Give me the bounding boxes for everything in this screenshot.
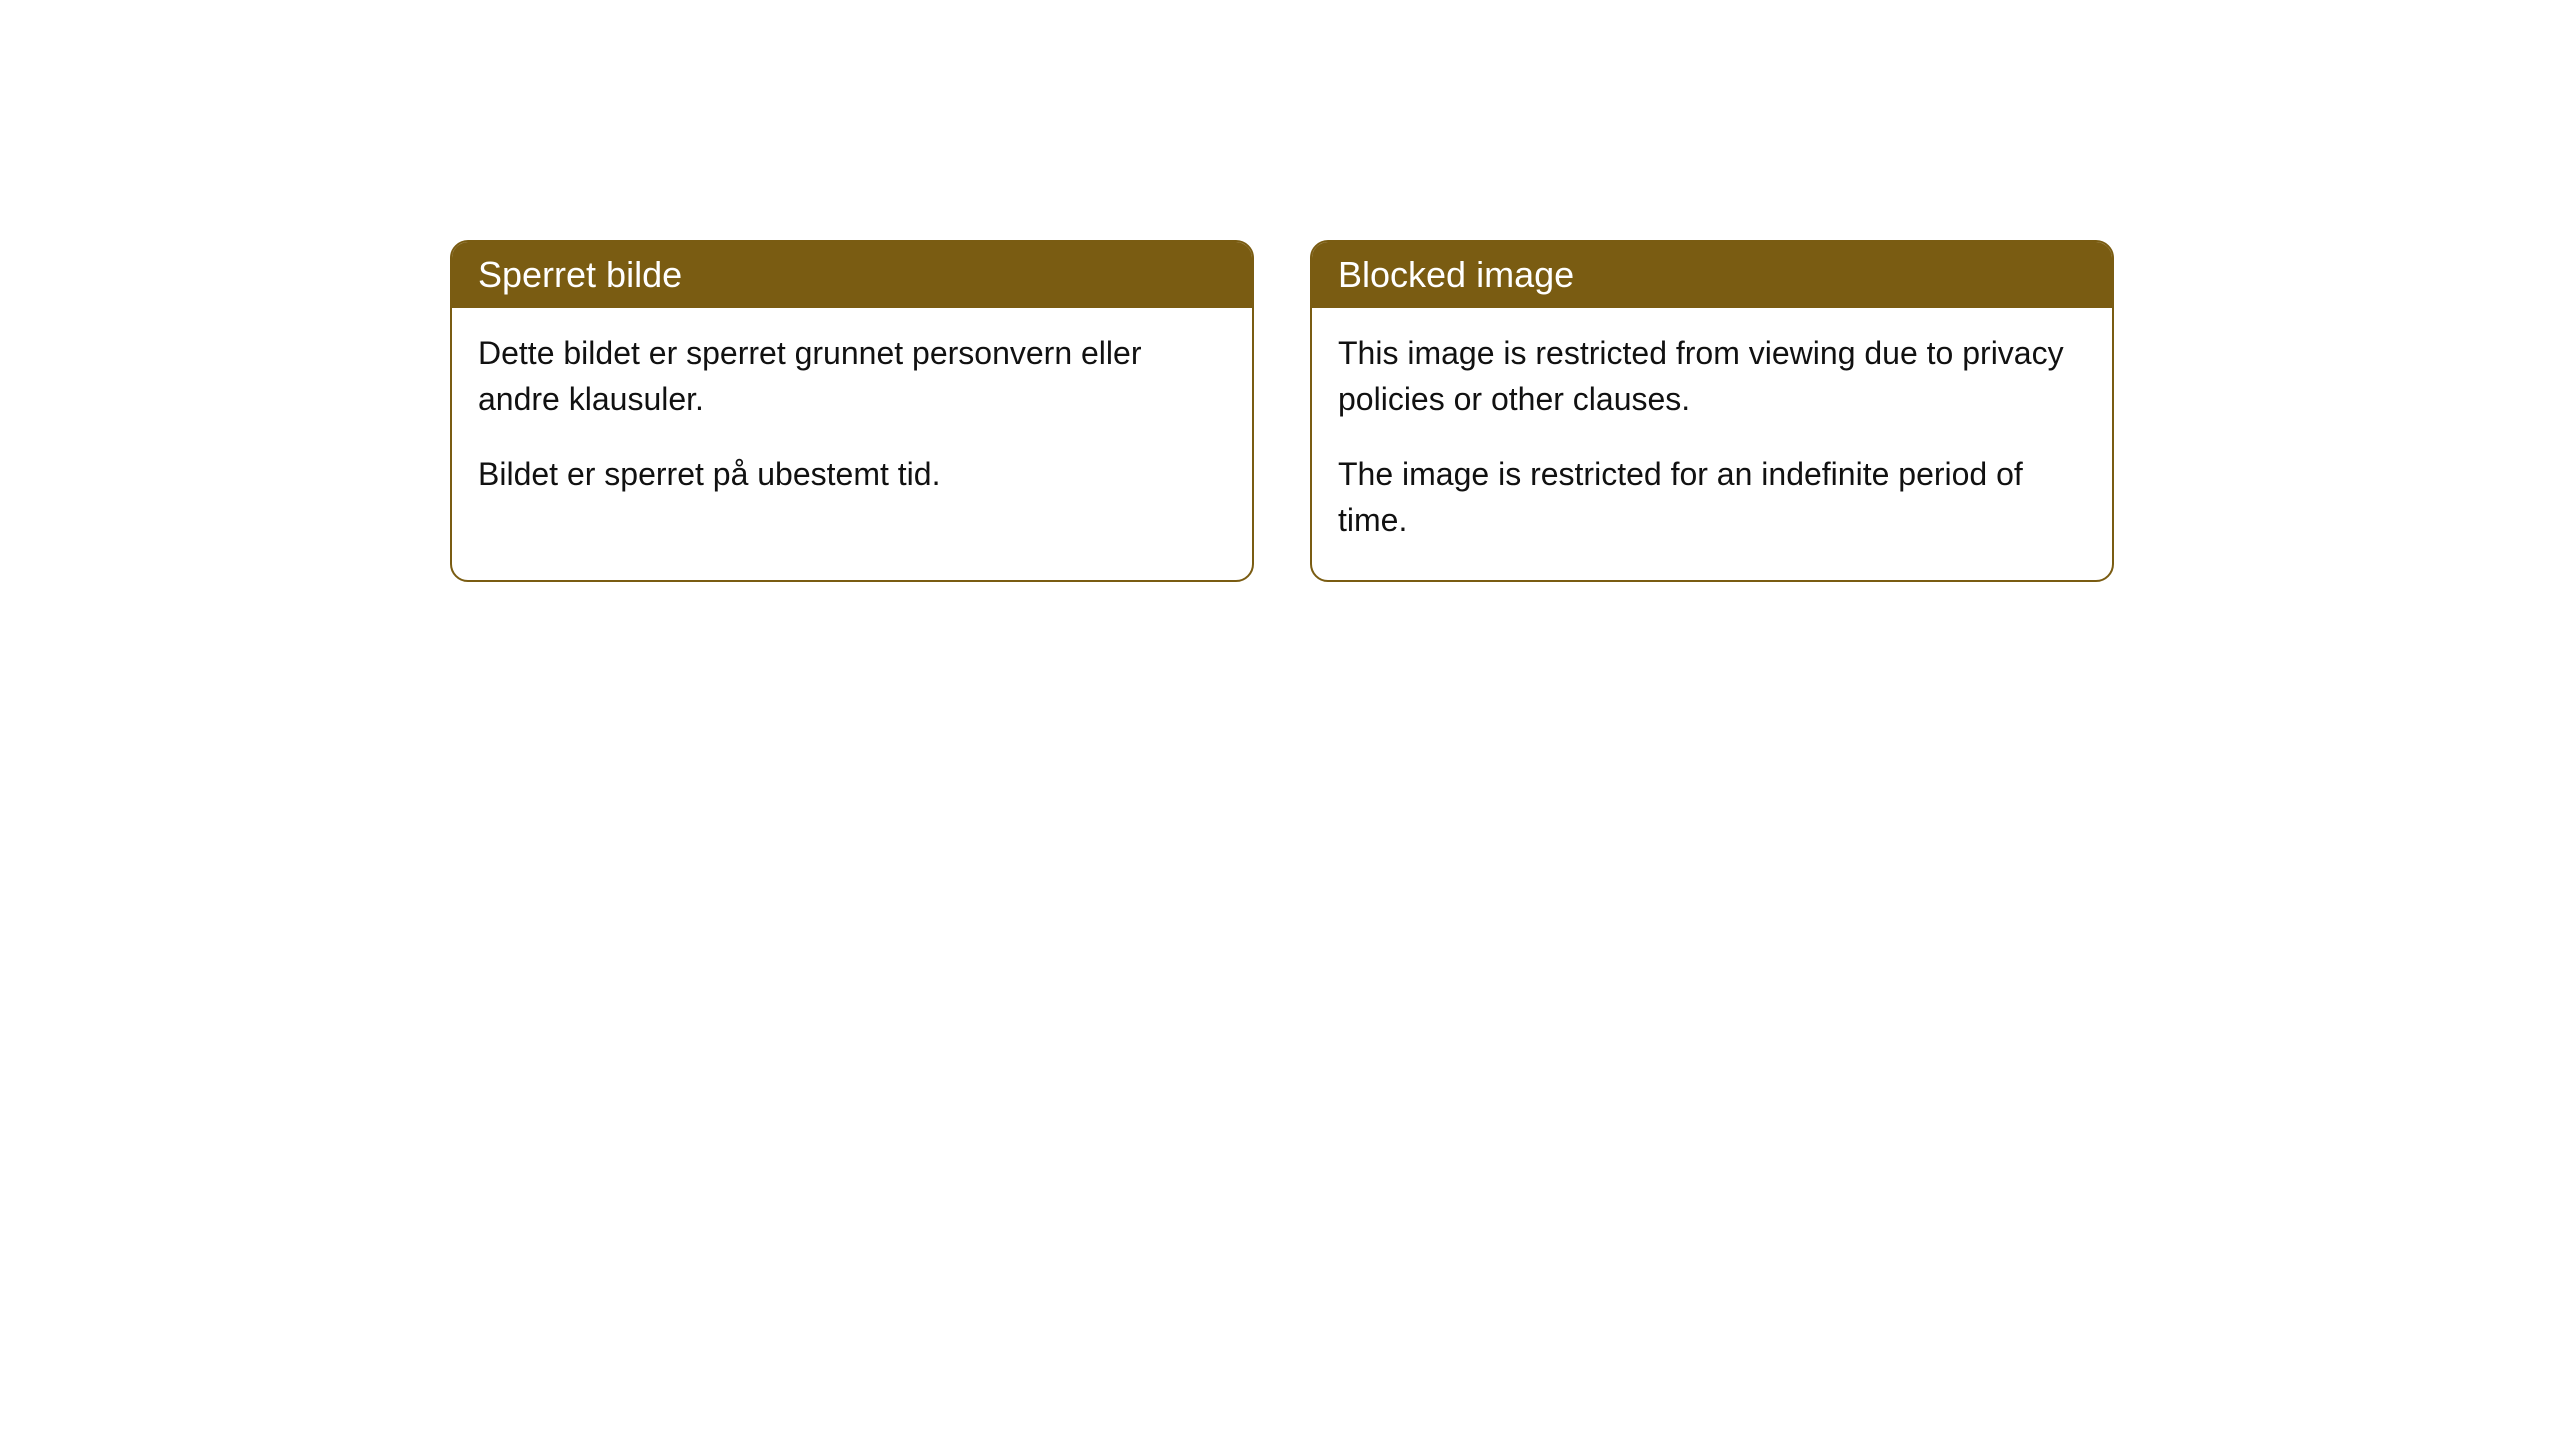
card-title: Sperret bilde [478,254,682,295]
blocked-image-card-english: Blocked image This image is restricted f… [1310,240,2114,582]
notice-cards-container: Sperret bilde Dette bildet er sperret gr… [450,240,2114,582]
card-body: This image is restricted from viewing du… [1312,308,2112,580]
card-title: Blocked image [1338,254,1574,295]
card-header: Blocked image [1312,242,2112,308]
card-paragraph-2: Bildet er sperret på ubestemt tid. [478,451,1226,497]
card-paragraph-1: Dette bildet er sperret grunnet personve… [478,330,1226,423]
card-paragraph-1: This image is restricted from viewing du… [1338,330,2086,423]
card-paragraph-2: The image is restricted for an indefinit… [1338,451,2086,544]
card-header: Sperret bilde [452,242,1252,308]
card-body: Dette bildet er sperret grunnet personve… [452,308,1252,533]
blocked-image-card-norwegian: Sperret bilde Dette bildet er sperret gr… [450,240,1254,582]
